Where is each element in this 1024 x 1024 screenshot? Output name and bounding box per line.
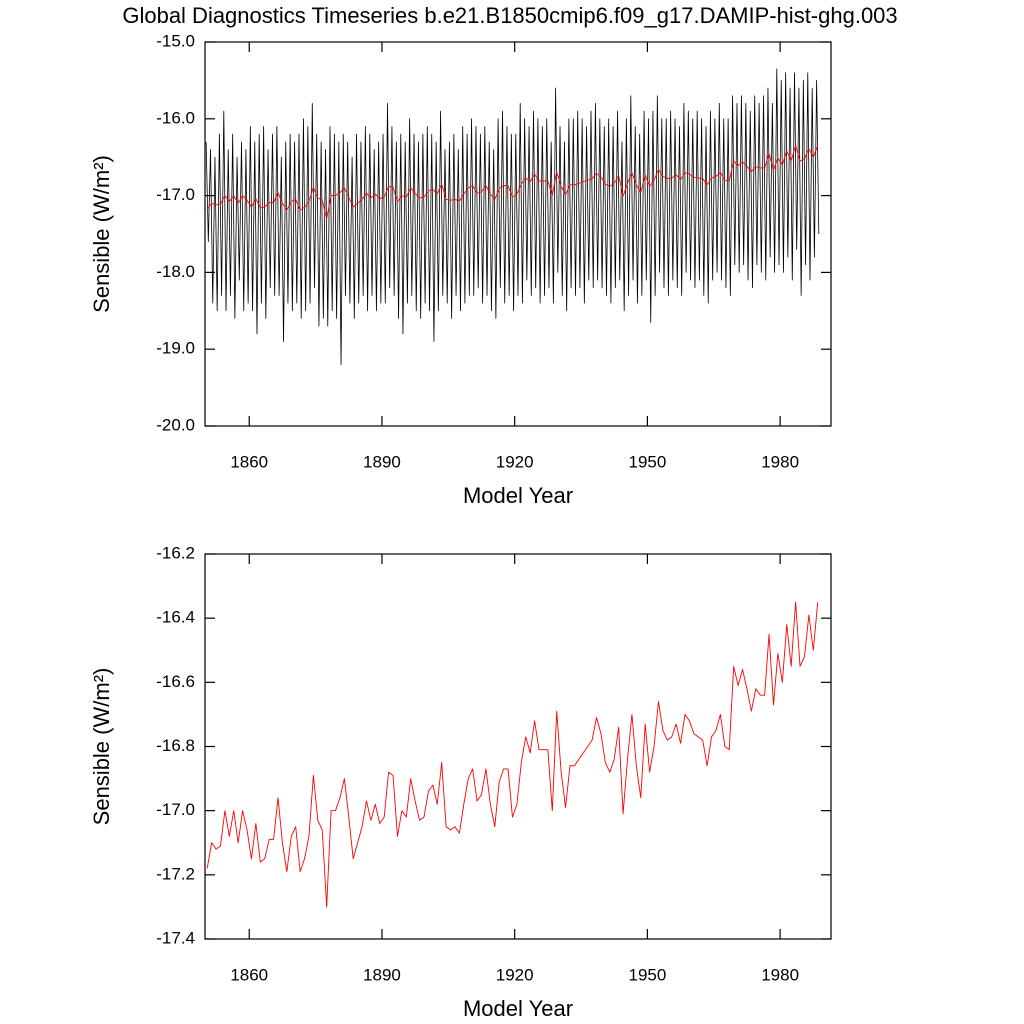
x-tick-label: 1920 [496,452,534,471]
x-tick-label: 1950 [628,965,666,984]
y-axis-label: Sensible (W/m²) [89,668,114,826]
x-tick-label: 1890 [363,965,401,984]
y-tick-label: -18.0 [156,262,195,281]
y-tick-label: -19.0 [156,339,195,358]
y-tick-label: -17.4 [156,928,195,947]
y-tick-label: -17.0 [156,185,195,204]
x-tick-label: 1980 [761,965,799,984]
y-tick-label: -16.6 [156,672,195,691]
y-tick-label: -16.2 [156,543,195,562]
plot-frame [204,553,832,940]
y-tick-label: -16.0 [156,108,195,127]
plot-frame [204,41,832,427]
series-line [206,145,819,220]
y-tick-label: -16.8 [156,736,195,755]
y-tick-label: -16.4 [156,608,195,627]
y-axis-label: Sensible (W/m²) [89,155,114,313]
y-tick-label: -17.0 [156,800,195,819]
y-tick-label: -15.0 [156,31,195,50]
y-tick-label: -20.0 [156,415,195,434]
x-tick-label: 1950 [628,452,666,471]
series-line [206,601,819,908]
chart-title: Global Diagnostics Timeseries b.e21.B185… [122,3,897,28]
x-tick-label: 1860 [230,452,268,471]
x-tick-label: 1890 [363,452,401,471]
x-axis-label: Model Year [463,996,573,1021]
x-tick-label: 1860 [230,965,268,984]
x-tick-label: 1980 [761,452,799,471]
y-tick-label: -17.2 [156,864,195,883]
x-tick-label: 1920 [496,965,534,984]
x-axis-label: Model Year [463,483,573,508]
series-line [205,68,820,365]
